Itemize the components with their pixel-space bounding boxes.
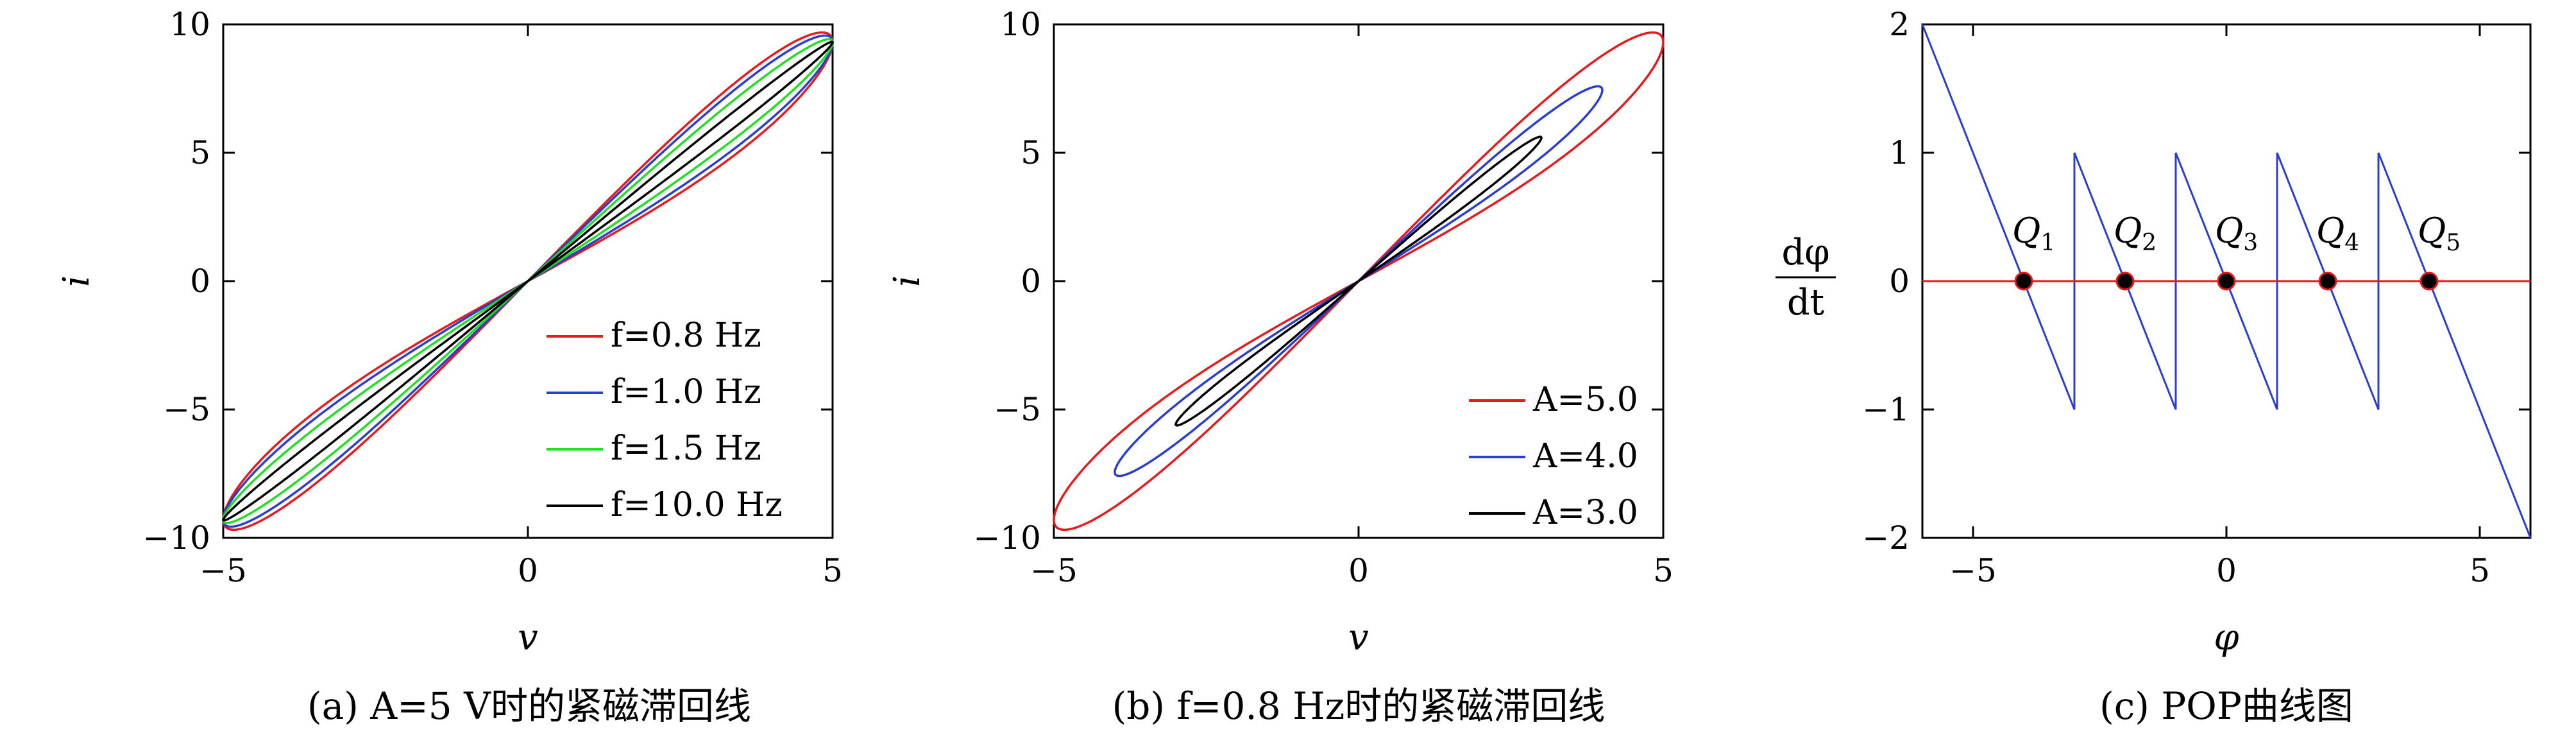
x-tick-label: −5 bbox=[1030, 552, 1078, 589]
legend-label: A=5.0 bbox=[1532, 381, 1638, 419]
y-tick-label: −5 bbox=[994, 391, 1041, 428]
legend-label: f=1.0 Hz bbox=[611, 373, 761, 411]
panel-c: Q1 Q2 Q3 Q4 Q5 −5 0 5 −2 −1 0 1 2 φ dφ dt (c) POP曲线… bbox=[1775, 6, 2532, 728]
legend-label: f=1.5 Hz bbox=[611, 429, 761, 468]
y-tick-label: 0 bbox=[1021, 263, 1041, 300]
legend-label: A=4.0 bbox=[1532, 437, 1638, 476]
point-label: Q2 bbox=[2114, 211, 2157, 256]
y-axis-label: i bbox=[56, 275, 97, 287]
x-axis-label: v bbox=[1348, 617, 1369, 659]
series-group bbox=[222, 31, 834, 531]
y-tick-label: 5 bbox=[190, 134, 210, 171]
legend: A=5.0 A=4.0 A=3.0 bbox=[1469, 381, 1638, 532]
y-tick-label: 10 bbox=[1000, 6, 1041, 43]
point-subscript: 2 bbox=[2142, 230, 2157, 256]
x-axis-label: φ bbox=[2214, 617, 2239, 659]
point-subscript: 3 bbox=[2243, 230, 2258, 256]
series-line bbox=[1174, 135, 1543, 427]
equilibrium-point bbox=[2217, 272, 2236, 291]
x-tick-label: 5 bbox=[1653, 552, 1674, 589]
tick-labels: −5 0 5 −2 −1 0 1 2 bbox=[1862, 6, 2490, 589]
x-tick-label: −5 bbox=[1949, 552, 1997, 589]
point-label: Q5 bbox=[2418, 211, 2461, 256]
equilibrium-points: Q1 Q2 Q3 Q4 Q5 bbox=[2012, 211, 2461, 291]
x-tick-label: −5 bbox=[199, 552, 247, 589]
x-tick-label: 5 bbox=[2470, 552, 2490, 589]
y-axis-label-denominator: dt bbox=[1787, 282, 1825, 323]
series-group bbox=[1053, 31, 1665, 531]
y-tick-label: −5 bbox=[163, 391, 210, 428]
y-axis-label: dφ dt bbox=[1775, 232, 1836, 323]
point-subscript: 4 bbox=[2344, 230, 2359, 256]
x-tick-label: 5 bbox=[822, 552, 843, 589]
equilibrium-point bbox=[2115, 272, 2135, 291]
legend: f=0.8 Hz f=1.0 Hz f=1.5 Hz f=10.0 Hz bbox=[547, 316, 783, 524]
legend-label: f=10.0 Hz bbox=[611, 486, 783, 524]
point-subscript: 1 bbox=[2040, 230, 2055, 256]
point-subscript: 5 bbox=[2446, 230, 2461, 256]
y-tick-label: 2 bbox=[1889, 6, 1910, 43]
y-tick-label: 5 bbox=[1021, 134, 1041, 171]
y-tick-label: −1 bbox=[1862, 391, 1910, 428]
x-tick-label: 0 bbox=[1348, 552, 1369, 589]
y-tick-label: 0 bbox=[1889, 263, 1910, 300]
y-tick-label: 10 bbox=[169, 6, 210, 43]
caption: (c) POP曲线图 bbox=[2099, 684, 2353, 728]
point-label: Q1 bbox=[2012, 211, 2055, 256]
y-tick-label: −10 bbox=[973, 519, 1041, 556]
tick-marks bbox=[222, 23, 834, 539]
y-tick-label: 1 bbox=[1889, 134, 1910, 171]
equilibrium-point bbox=[2014, 272, 2033, 291]
y-tick-label: 0 bbox=[190, 263, 210, 300]
x-tick-label: 0 bbox=[2216, 552, 2237, 589]
tick-marks bbox=[1053, 23, 1665, 539]
x-axis-label: v bbox=[518, 617, 538, 659]
point-label: Q4 bbox=[2316, 211, 2359, 256]
point-label: Q3 bbox=[2215, 211, 2258, 256]
series-line bbox=[222, 40, 834, 522]
caption: (a) A=5 V时的紧磁滞回线 bbox=[307, 684, 751, 728]
caption: (b) f=0.8 Hz时的紧磁滞回线 bbox=[1112, 684, 1606, 728]
legend-label: f=0.8 Hz bbox=[611, 316, 761, 355]
y-tick-label: −2 bbox=[1862, 519, 1910, 556]
y-tick-label: −10 bbox=[142, 519, 210, 556]
equilibrium-point bbox=[2318, 272, 2337, 291]
y-axis-label-numerator: dφ bbox=[1781, 232, 1829, 273]
equilibrium-point bbox=[2419, 272, 2439, 291]
x-tick-label: 0 bbox=[518, 552, 538, 589]
y-axis-label: i bbox=[886, 275, 928, 287]
legend-label: A=3.0 bbox=[1532, 494, 1638, 532]
